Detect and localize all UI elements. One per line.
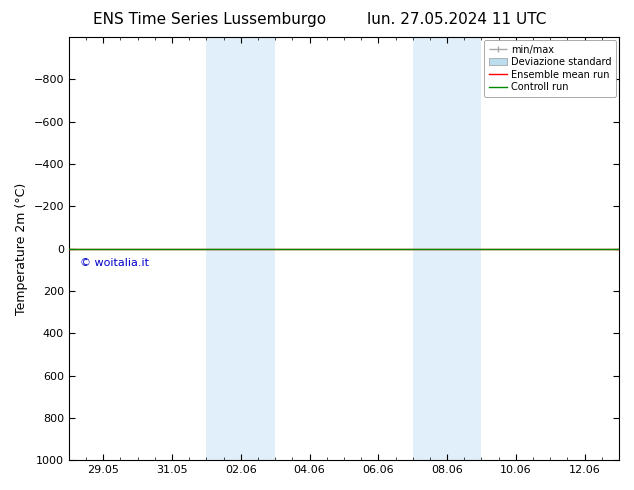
Legend: min/max, Deviazione standard, Ensemble mean run, Controll run: min/max, Deviazione standard, Ensemble m… xyxy=(484,40,616,97)
Text: lun. 27.05.2024 11 UTC: lun. 27.05.2024 11 UTC xyxy=(367,12,546,27)
Bar xyxy=(207,37,275,460)
Bar xyxy=(413,37,481,460)
Y-axis label: Temperature 2m (°C): Temperature 2m (°C) xyxy=(15,182,28,315)
Text: ENS Time Series Lussemburgo: ENS Time Series Lussemburgo xyxy=(93,12,326,27)
Text: © woitalia.it: © woitalia.it xyxy=(80,258,149,269)
